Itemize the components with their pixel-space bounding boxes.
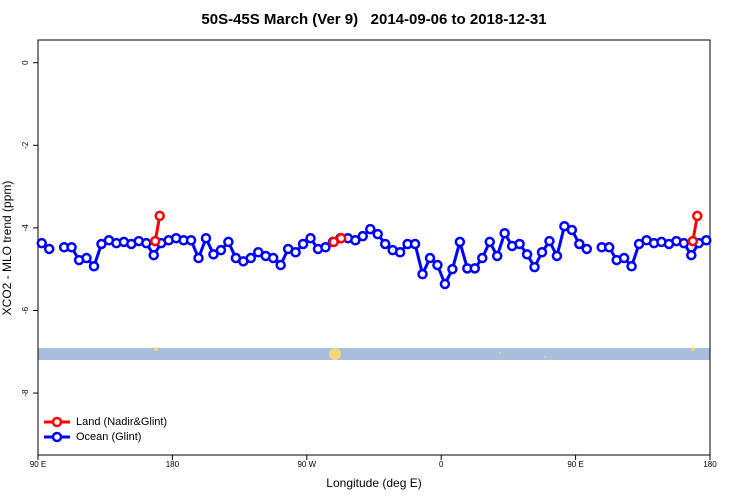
point bbox=[200, 232, 212, 244]
point bbox=[320, 242, 331, 253]
point bbox=[521, 249, 533, 260]
point bbox=[365, 223, 376, 235]
x-axis-label: Longitude (deg E) bbox=[326, 476, 421, 490]
legend-marker bbox=[51, 416, 63, 428]
point bbox=[350, 235, 361, 246]
point bbox=[208, 249, 219, 260]
point bbox=[454, 236, 466, 248]
point bbox=[514, 238, 525, 250]
point bbox=[267, 252, 279, 264]
x-tick-label: 90 E bbox=[567, 460, 583, 469]
plot-frame bbox=[37, 39, 711, 456]
point bbox=[149, 235, 161, 247]
legend-label: Land (Nadir&Glint) bbox=[76, 416, 167, 428]
point bbox=[305, 232, 316, 244]
legend-label: Ocean (Glint) bbox=[76, 431, 141, 443]
point bbox=[148, 249, 159, 261]
point bbox=[297, 238, 309, 250]
point bbox=[551, 250, 563, 262]
point bbox=[469, 263, 481, 274]
point bbox=[536, 246, 548, 258]
point bbox=[544, 235, 555, 247]
point bbox=[581, 243, 593, 255]
y-tick-label: -6 bbox=[21, 306, 30, 314]
point bbox=[141, 237, 152, 249]
point bbox=[290, 246, 301, 258]
point bbox=[275, 259, 286, 271]
point bbox=[678, 237, 690, 249]
band-marker bbox=[499, 352, 501, 354]
point bbox=[447, 263, 458, 275]
point bbox=[193, 252, 204, 264]
point bbox=[686, 249, 697, 261]
point bbox=[701, 235, 712, 246]
x-tick-label: 90 E bbox=[30, 460, 46, 469]
point bbox=[687, 235, 699, 247]
point bbox=[245, 252, 257, 264]
point bbox=[372, 228, 383, 240]
point bbox=[154, 210, 165, 222]
point bbox=[424, 252, 436, 264]
x-tick-label: 0 bbox=[439, 460, 444, 469]
y-axis-label: XCO2 - MLO trend (ppm) bbox=[0, 181, 14, 316]
point bbox=[692, 210, 703, 222]
x-tick-label: 180 bbox=[166, 460, 180, 469]
point bbox=[574, 238, 585, 250]
point bbox=[66, 242, 77, 253]
background-band bbox=[38, 348, 710, 360]
x-tick-label: 180 bbox=[703, 460, 717, 469]
point bbox=[223, 236, 234, 248]
point bbox=[484, 236, 495, 248]
point bbox=[566, 224, 578, 236]
chart-title: 50S-45S March (Ver 9) 2014-09-06 to 2018… bbox=[201, 11, 546, 28]
series-line bbox=[153, 215, 699, 244]
point bbox=[432, 259, 443, 271]
point bbox=[417, 268, 428, 280]
y-tick-label: -4 bbox=[21, 224, 30, 232]
x-tick-label: 90 W bbox=[297, 460, 316, 469]
y-tick-label: 0 bbox=[21, 60, 30, 65]
point bbox=[439, 278, 451, 290]
point bbox=[409, 238, 421, 250]
band-marker bbox=[329, 348, 341, 360]
point bbox=[394, 246, 406, 258]
point bbox=[529, 261, 540, 273]
point bbox=[618, 252, 630, 264]
point bbox=[499, 228, 510, 239]
y-tick-label: -8 bbox=[21, 389, 30, 397]
point bbox=[491, 250, 503, 262]
point bbox=[626, 261, 637, 272]
point bbox=[335, 232, 347, 244]
band-marker bbox=[154, 347, 158, 351]
point bbox=[357, 230, 369, 242]
point bbox=[477, 252, 488, 264]
point bbox=[185, 235, 197, 246]
band-marker bbox=[544, 356, 546, 358]
point bbox=[379, 238, 391, 250]
y-tick-label: -2 bbox=[21, 141, 30, 149]
point bbox=[88, 261, 100, 272]
point bbox=[603, 242, 615, 253]
point bbox=[43, 243, 55, 255]
point bbox=[81, 252, 92, 264]
legend-marker bbox=[51, 431, 63, 443]
point bbox=[215, 244, 227, 256]
band-marker bbox=[691, 347, 695, 351]
point bbox=[36, 237, 47, 249]
